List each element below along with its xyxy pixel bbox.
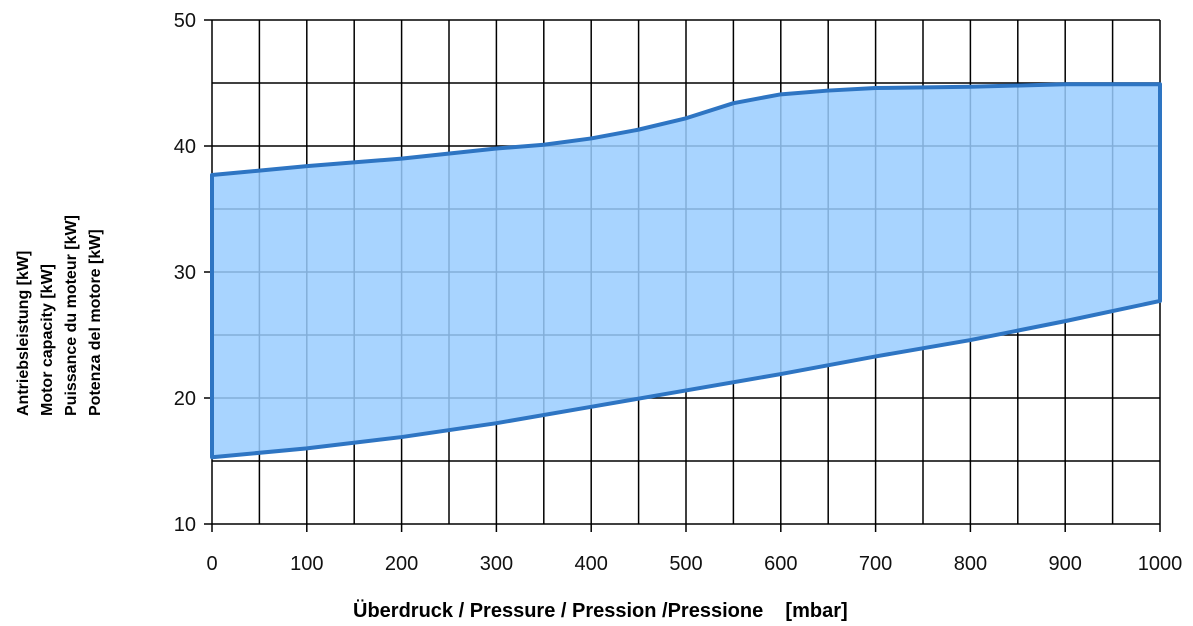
y-tick-label: 30 <box>174 262 196 284</box>
y-tick-labels: 10 20 30 40 50 <box>174 10 196 536</box>
y-tick-label: 10 <box>174 514 196 536</box>
y-axis-label-line-1: Antriebsleistung [kW] <box>15 251 32 416</box>
x-tick-label: 100 <box>290 553 323 575</box>
x-tick-label: 800 <box>954 553 987 575</box>
capacity-area <box>210 82 1162 460</box>
y-axis-label-line-2: Motor capacity [kW] <box>39 264 56 416</box>
x-tick-label: 600 <box>764 553 797 575</box>
x-tick-label: 300 <box>480 553 513 575</box>
x-tick-labels: 0 100 200 300 400 500 600 700 800 900 1000 <box>206 553 1182 575</box>
x-axis-label: Überdruck / Pressure / Pression /Pressio… <box>353 599 848 622</box>
x-tick-label: 0 <box>206 553 217 575</box>
x-tick-label: 700 <box>859 553 892 575</box>
x-tick-label: 1000 <box>1138 553 1183 575</box>
x-tick-label: 400 <box>575 553 608 575</box>
x-tick-label: 200 <box>385 553 418 575</box>
y-tick-label: 20 <box>174 388 196 410</box>
y-axis-label: Antriebsleistung [kW] Motor capacity [kW… <box>15 215 104 416</box>
y-tick-label: 50 <box>174 10 196 32</box>
y-tick-label: 40 <box>174 136 196 158</box>
y-axis-label-line-3: Puissance du moteur [kW] <box>63 215 80 416</box>
x-tick-label: 500 <box>669 553 702 575</box>
y-axis-label-line-4: Potenza del motore [kW] <box>87 229 104 416</box>
x-tick-label: 900 <box>1049 553 1082 575</box>
